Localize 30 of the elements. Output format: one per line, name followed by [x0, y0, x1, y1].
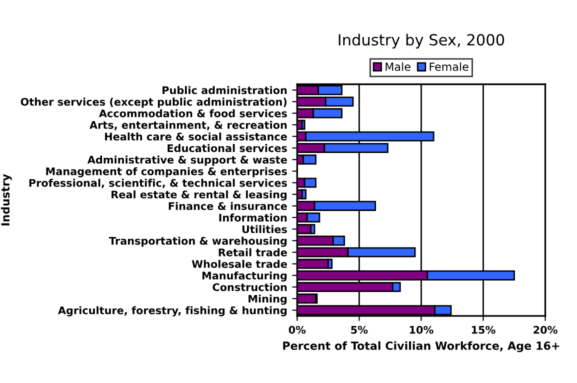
y-tick-label: Finance & insurance	[168, 202, 287, 210]
legend-label: Male	[386, 62, 410, 71]
y-tick-label: Information	[219, 214, 287, 222]
y-tick-label: Accommodation & food services	[98, 109, 287, 118]
y-tick-label: Transportation & warehousing	[109, 236, 287, 247]
y-tick-label: Management of companies & enterprises	[46, 167, 287, 178]
y-tick-label: Retail trade	[218, 248, 287, 256]
x-tick-label: 0%	[288, 326, 306, 334]
y-tick-label: Administrative & support & waste	[87, 156, 287, 166]
y-tick-label: Agriculture, forestry, fishing & hunting	[58, 306, 287, 316]
legend-label: Female	[430, 62, 468, 71]
y-tick-label: Other services (except public administration)	[20, 98, 287, 108]
y-tick-label: Professional, scientific, & technical services	[29, 178, 287, 188]
x-tick-label: 20%	[534, 326, 558, 334]
y-tick-label: Arts, entertainment, & recreation	[90, 120, 287, 130]
y-tick-label: Health care & social assistance	[105, 132, 287, 140]
x-tick-label: 10%	[410, 326, 434, 334]
y-tick-label: Construction	[212, 283, 287, 292]
y-tick-label: Real estate & rental & leasing	[112, 190, 287, 201]
y-tick-label: Public administration	[162, 86, 287, 94]
y-tick-label: Manufacturing	[202, 271, 287, 282]
y-tick-label: Utilities	[242, 225, 287, 234]
chart-title: Industry by Sex, 2000	[338, 34, 504, 49]
x-tick-label: 5%	[351, 326, 368, 334]
y-axis-title: Industry	[0, 174, 12, 226]
y-tick-label: Educational services	[168, 144, 287, 152]
x-axis-title: Percent of Total Civilian Workforce, Age 16+	[283, 341, 560, 352]
x-tick-label: 15%	[472, 326, 496, 334]
y-tick-label: Mining	[248, 294, 287, 305]
y-tick-label: Wholesale trade	[192, 260, 287, 268]
